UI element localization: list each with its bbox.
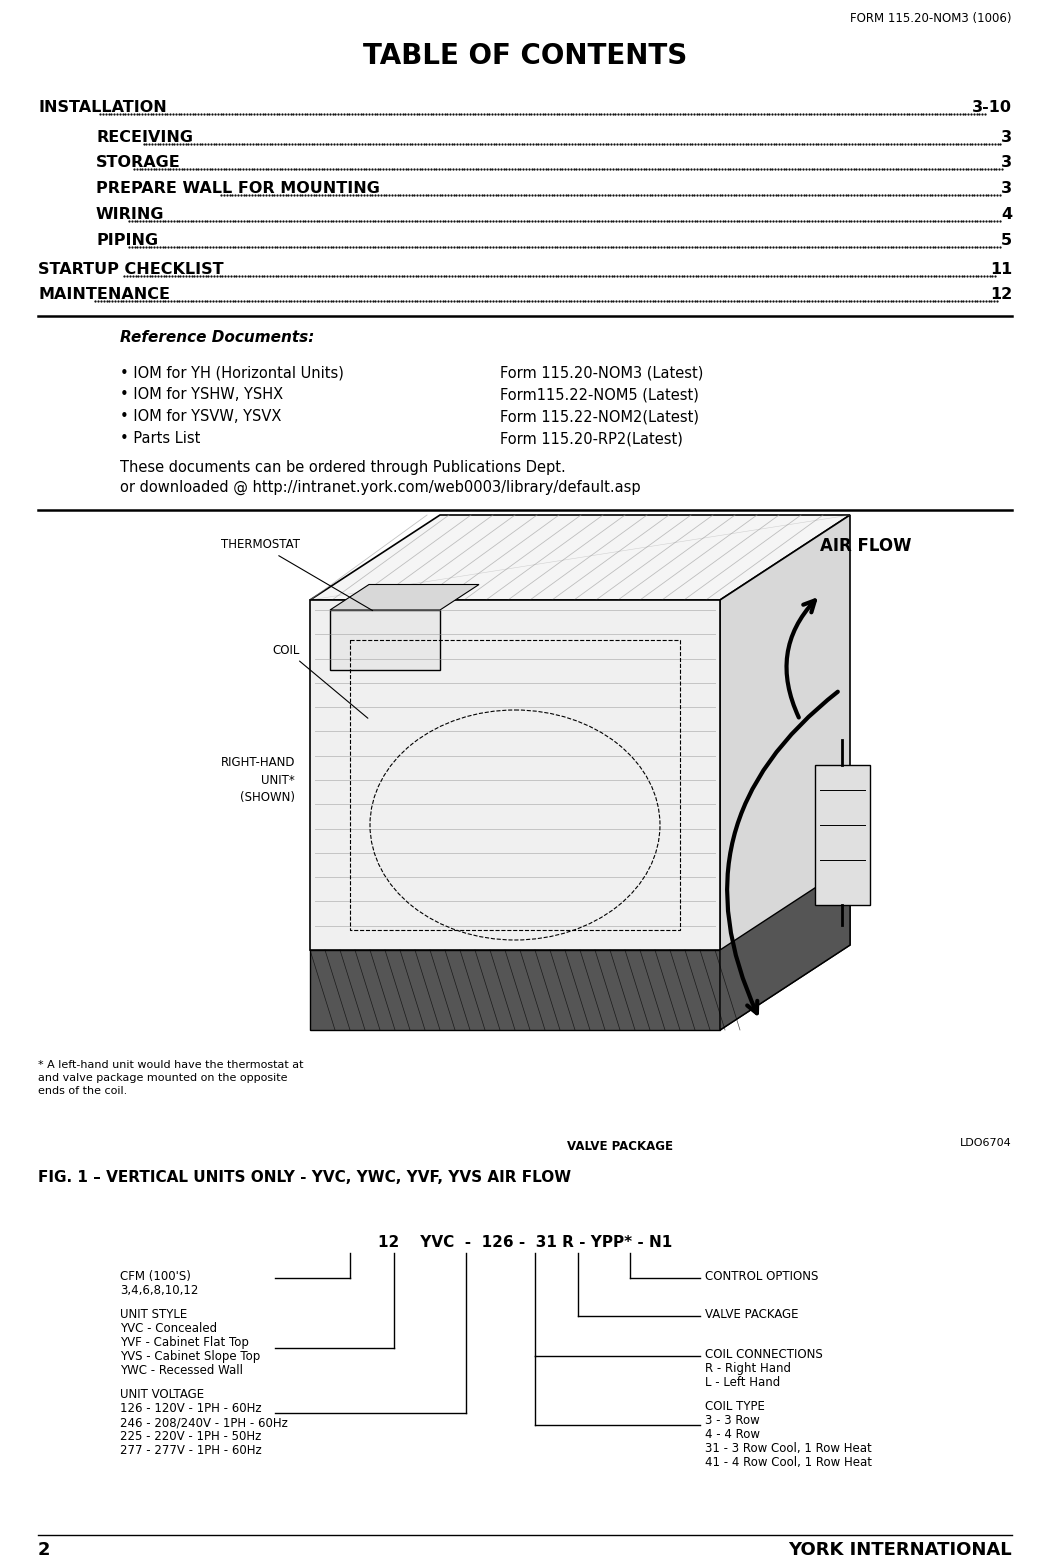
Text: • IOM for YH (Horizontal Units): • IOM for YH (Horizontal Units) xyxy=(120,365,344,381)
Text: 126 - 120V - 1PH - 60Hz: 126 - 120V - 1PH - 60Hz xyxy=(120,1402,261,1415)
Text: YVC - Concealed: YVC - Concealed xyxy=(120,1321,217,1335)
Text: CONTROL OPTIONS: CONTROL OPTIONS xyxy=(705,1270,818,1282)
Text: WIRING: WIRING xyxy=(96,207,165,222)
Text: TABLE OF CONTENTS: TABLE OF CONTENTS xyxy=(363,42,687,70)
Text: AIR FLOW: AIR FLOW xyxy=(820,537,911,555)
Text: 12: 12 xyxy=(990,287,1012,303)
Text: COIL CONNECTIONS: COIL CONNECTIONS xyxy=(705,1348,823,1360)
Text: YWC - Recessed Wall: YWC - Recessed Wall xyxy=(120,1363,243,1377)
Polygon shape xyxy=(720,864,850,1030)
Text: 3: 3 xyxy=(1001,154,1012,170)
Text: RIGHT-HAND
UNIT*
(SHOWN): RIGHT-HAND UNIT* (SHOWN) xyxy=(220,755,295,805)
Text: Form115.22-NOM5 (Latest): Form115.22-NOM5 (Latest) xyxy=(500,387,699,402)
Text: 3-10: 3-10 xyxy=(972,100,1012,115)
Text: FIG. 1 – VERTICAL UNITS ONLY - YVC, YWC, YVF, YVS AIR FLOW: FIG. 1 – VERTICAL UNITS ONLY - YVC, YWC,… xyxy=(38,1170,571,1186)
Text: 277 - 277V - 1PH - 60Hz: 277 - 277V - 1PH - 60Hz xyxy=(120,1445,261,1457)
Text: UNIT VOLTAGE: UNIT VOLTAGE xyxy=(120,1388,204,1401)
Text: THERMOSTAT: THERMOSTAT xyxy=(220,538,373,610)
Bar xyxy=(815,764,870,905)
Polygon shape xyxy=(310,601,720,950)
Text: Form 115.20-RP2(Latest): Form 115.20-RP2(Latest) xyxy=(500,431,682,446)
Polygon shape xyxy=(310,515,851,601)
Text: 225 - 220V - 1PH - 50Hz: 225 - 220V - 1PH - 50Hz xyxy=(120,1431,261,1443)
Text: 3: 3 xyxy=(1001,181,1012,197)
Text: L - Left Hand: L - Left Hand xyxy=(705,1376,780,1388)
Text: 4: 4 xyxy=(1001,207,1012,222)
Text: RECEIVING: RECEIVING xyxy=(96,129,193,145)
Polygon shape xyxy=(330,610,440,669)
Text: 4 - 4 Row: 4 - 4 Row xyxy=(705,1427,760,1441)
Text: Form 115.22-NOM2(Latest): Form 115.22-NOM2(Latest) xyxy=(500,409,699,424)
Text: 3: 3 xyxy=(1001,129,1012,145)
Text: YVF - Cabinet Flat Top: YVF - Cabinet Flat Top xyxy=(120,1335,249,1349)
Text: • Parts List: • Parts List xyxy=(120,431,201,446)
Text: PREPARE WALL FOR MOUNTING: PREPARE WALL FOR MOUNTING xyxy=(96,181,380,197)
Text: COIL TYPE: COIL TYPE xyxy=(705,1399,764,1413)
Text: 246 - 208/240V - 1PH - 60Hz: 246 - 208/240V - 1PH - 60Hz xyxy=(120,1416,288,1429)
Text: These documents can be ordered through Publications Dept.: These documents can be ordered through P… xyxy=(120,460,566,474)
Text: STORAGE: STORAGE xyxy=(96,154,181,170)
Text: 2: 2 xyxy=(38,1541,50,1558)
Text: LDO6704: LDO6704 xyxy=(961,1137,1012,1148)
Text: • IOM for YSHW, YSHX: • IOM for YSHW, YSHX xyxy=(120,387,284,402)
Text: CFM (100'S): CFM (100'S) xyxy=(120,1270,191,1282)
Text: VALVE PACKAGE: VALVE PACKAGE xyxy=(567,1140,673,1153)
Text: YVS - Cabinet Slope Top: YVS - Cabinet Slope Top xyxy=(120,1349,260,1363)
Polygon shape xyxy=(330,585,479,610)
Text: 3,4,6,8,10,12: 3,4,6,8,10,12 xyxy=(120,1284,198,1296)
Text: 3 - 3 Row: 3 - 3 Row xyxy=(705,1413,760,1427)
Text: R - Right Hand: R - Right Hand xyxy=(705,1362,791,1374)
Text: COIL: COIL xyxy=(273,643,368,718)
Text: STARTUP CHECKLIST: STARTUP CHECKLIST xyxy=(38,262,224,278)
Text: 5: 5 xyxy=(1001,232,1012,248)
Text: FORM 115.20-NOM3 (1006): FORM 115.20-NOM3 (1006) xyxy=(850,12,1012,25)
Text: 41 - 4 Row Cool, 1 Row Heat: 41 - 4 Row Cool, 1 Row Heat xyxy=(705,1455,872,1470)
Text: Reference Documents:: Reference Documents: xyxy=(120,331,314,345)
Text: MAINTENANCE: MAINTENANCE xyxy=(38,287,170,303)
Text: * A left-hand unit would have the thermostat at
and valve package mounted on the: * A left-hand unit would have the thermo… xyxy=(38,1059,303,1097)
Text: 12    YVC  -  126 -  31 R - YPP* - N1: 12 YVC - 126 - 31 R - YPP* - N1 xyxy=(378,1236,672,1250)
Text: 31 - 3 Row Cool, 1 Row Heat: 31 - 3 Row Cool, 1 Row Heat xyxy=(705,1441,872,1455)
Text: UNIT STYLE: UNIT STYLE xyxy=(120,1307,187,1321)
Text: 11: 11 xyxy=(990,262,1012,278)
Text: YORK INTERNATIONAL: YORK INTERNATIONAL xyxy=(789,1541,1012,1558)
Polygon shape xyxy=(720,515,850,1030)
Polygon shape xyxy=(310,950,720,1030)
Text: PIPING: PIPING xyxy=(96,232,159,248)
Text: INSTALLATION: INSTALLATION xyxy=(38,100,167,115)
Text: • IOM for YSVW, YSVX: • IOM for YSVW, YSVX xyxy=(120,409,281,424)
Text: or downloaded @ http://intranet.york.com/web0003/library/default.asp: or downloaded @ http://intranet.york.com… xyxy=(120,480,640,495)
Text: Form 115.20-NOM3 (Latest): Form 115.20-NOM3 (Latest) xyxy=(500,365,704,381)
Text: VALVE PACKAGE: VALVE PACKAGE xyxy=(705,1307,798,1321)
